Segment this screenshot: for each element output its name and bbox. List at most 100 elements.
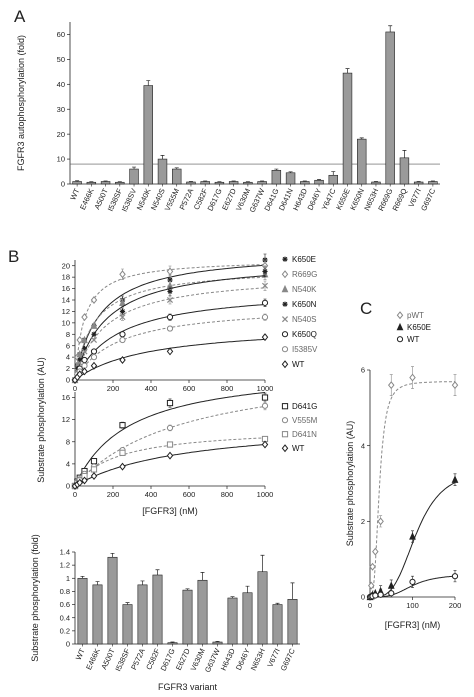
b-mid-x-tick-label: 1000 — [257, 490, 274, 499]
c-point-pwt — [388, 381, 395, 390]
b-top-point-n540k — [81, 335, 88, 344]
b-top-x-tick-label: 200 — [107, 384, 120, 393]
c-point-pwt — [372, 547, 379, 556]
b-bot-bar-e466k — [92, 584, 103, 645]
a-bar-k650e — [342, 72, 353, 185]
panel-letter-b: B — [8, 247, 19, 266]
b-top-point-i5385v — [261, 314, 269, 321]
a-error-wt — [75, 180, 80, 182]
a-bar-n653h — [371, 181, 381, 185]
b-mid-legend-label-d641n: D641N — [292, 430, 317, 439]
b-mid-y-tick-label: 4 — [66, 459, 70, 468]
a-y-tick-label: 40 — [57, 80, 65, 89]
c-line-k650e — [370, 482, 456, 598]
c-point-pwt — [369, 562, 376, 571]
b-bot-bar-p572a — [137, 584, 148, 645]
c-legend-marker-k650e — [396, 322, 404, 331]
a-error-r669q — [402, 150, 407, 158]
b-bot-y-tick-label: 1.4 — [60, 548, 70, 557]
c-x-tick-label: 200 — [449, 601, 462, 610]
b-bot-xlabel: FGFR3 variant — [158, 682, 218, 692]
a-y-tick-label: 20 — [57, 130, 65, 139]
b-top-point-k650n — [119, 308, 126, 315]
b-bot-error-d646y — [245, 585, 250, 593]
c-ylabel: Substrate phosphorylation (AU) — [345, 421, 355, 547]
b-bot-error-h643d — [230, 596, 235, 598]
b-top-y-tick-label: 2 — [66, 364, 70, 373]
b-mid-legend-marker-d641n — [281, 431, 289, 438]
b-top-y-tick-label: 0 — [66, 376, 70, 385]
a-error-d641n — [288, 171, 293, 173]
b-mid-x-tick-label: 400 — [145, 490, 158, 499]
a-bar-k650n — [357, 138, 367, 185]
b-bot-error-p572a — [140, 580, 145, 585]
a-y-tick-label: 10 — [57, 155, 65, 164]
a-bar-a500t — [100, 181, 111, 185]
b-top-point-i5385v — [90, 354, 98, 361]
c-x-tick-label: 0 — [368, 601, 372, 610]
b-mid-point-d641g — [90, 458, 98, 465]
b-mid-x-tick-label: 0 — [73, 490, 77, 499]
b-mid-x-tick-label: 600 — [183, 490, 196, 499]
a-error-d646y — [317, 179, 322, 181]
b-bot-y-tick-label: 0.8 — [60, 587, 70, 596]
a-error-r669g — [388, 25, 393, 32]
b-bot-bar-h643d — [227, 597, 238, 645]
b-top-x-tick-label: 1000 — [257, 384, 274, 393]
b-mid-legend-marker-wt — [281, 444, 289, 453]
b-top-point-i5385v — [119, 336, 126, 344]
b-bot-x-tick-label: G637W — [203, 646, 222, 674]
b-top-point-wt — [76, 370, 83, 379]
b-mid-line-wt — [74, 444, 266, 487]
c-xlabel: [FGFR3] (nM) — [385, 620, 441, 630]
a-bar-h643d — [300, 181, 310, 185]
b-bot-y-tick-label: 0.4 — [60, 613, 70, 622]
b-bot-error-v677i — [275, 602, 280, 605]
b-top-point-k650n — [81, 345, 88, 352]
b-top-series-wt — [71, 333, 269, 384]
b-top-legend-label-wt: WT — [292, 360, 305, 369]
c-point-k650e — [451, 475, 459, 483]
a-bar-v677i — [413, 181, 424, 185]
b-bot-bar-d646y — [242, 592, 253, 645]
a-bar-c582f — [200, 181, 210, 185]
b-top-point-wt — [261, 333, 269, 342]
b-top-legend-marker-n540k — [281, 284, 289, 293]
c-point-wt — [372, 592, 379, 599]
a-bar-d641n — [285, 172, 296, 185]
a-error-i538sv — [132, 166, 137, 170]
b-bot-bar-v630m — [197, 579, 208, 645]
b-top-point-r669g — [76, 336, 83, 344]
b-top-legend: K650E R669G N540K K650N N540S K650Q I5385V WT — [281, 255, 318, 369]
b-mid-point-v555m — [166, 424, 174, 432]
b-bot-error-e627d — [185, 588, 190, 591]
a-bar-n540k — [143, 85, 153, 185]
b-top-legend-marker-i5385v — [281, 346, 289, 353]
c-point-pwt — [368, 581, 375, 590]
b-top-legend-marker-n540s — [281, 316, 289, 323]
a-bar-e466k — [86, 181, 97, 185]
b-top-line-r669g — [74, 264, 265, 381]
b-mid-point-d641n — [166, 441, 174, 448]
b-top-y-tick-label: 20 — [62, 261, 70, 270]
b-bot-bar-c582f — [152, 574, 163, 645]
b-top-point-k650q — [90, 348, 98, 355]
b-top-y-tick-label: 6 — [66, 341, 70, 350]
a-error-n540s — [160, 154, 165, 160]
b-mid-legend: D641G V555M D641N WT — [281, 402, 318, 453]
b-bot-x-tick-label: WT — [74, 647, 87, 662]
b-top-point-k650q — [261, 299, 269, 306]
a-bar-g637w — [257, 181, 267, 185]
b-top-series-k650n — [72, 265, 268, 383]
c-legend-label-pwt: pWT — [407, 311, 424, 320]
chart-b-bottom: 00.20.40.60.811.21.4WTE466KA500TI538SFP5… — [30, 534, 300, 692]
b-top-legend-label-n540s: N540S — [292, 315, 316, 324]
b-bot-error-i538sf — [125, 602, 130, 605]
b-top-point-n540k — [119, 298, 126, 306]
chart-b-middle: 0 4 8 12 16 0 200 400 600 800 1000 D641G V555M D641N W… — [62, 392, 318, 516]
a-bar-n540s — [157, 158, 168, 185]
b-bot-bar-i538sf — [122, 604, 133, 645]
b-top-y-tick-label: 8 — [66, 330, 70, 339]
a-bar-d617g — [214, 181, 225, 185]
b-top-x-tick-label: 800 — [221, 384, 234, 393]
